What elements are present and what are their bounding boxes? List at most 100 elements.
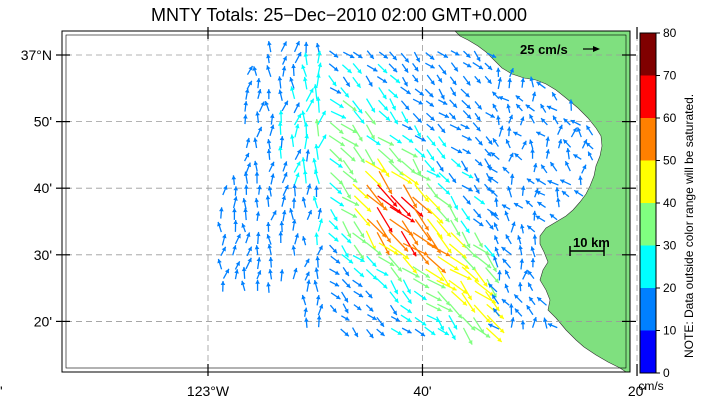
current-vector (450, 87, 457, 97)
current-vector (352, 279, 363, 288)
vector-head (232, 245, 237, 250)
vector-head (379, 322, 385, 327)
current-vector (317, 303, 324, 316)
lat-label: 30' (34, 247, 52, 263)
current-vector (462, 195, 472, 205)
vector-shaft (436, 232, 452, 254)
current-vector (515, 94, 524, 102)
current-vector (425, 62, 435, 69)
vector-head (451, 115, 456, 120)
current-vector (281, 172, 288, 184)
current-vector (254, 245, 260, 256)
current-vector (504, 283, 510, 293)
vector-head (306, 183, 312, 189)
current-vector (474, 173, 480, 183)
current-vector (291, 197, 297, 209)
current-vector (526, 304, 534, 316)
vector-head (314, 185, 319, 190)
current-vector (496, 67, 501, 77)
current-vector (400, 230, 417, 257)
vector-head (421, 295, 427, 301)
current-vector (437, 51, 449, 59)
vector-head (464, 264, 470, 269)
current-vector (473, 218, 484, 227)
current-vector (492, 307, 500, 317)
current-vector (305, 88, 314, 102)
vector-head (520, 185, 526, 191)
vector-head (509, 152, 514, 158)
current-vector (266, 234, 272, 245)
vector-head (421, 321, 427, 326)
current-vector (291, 63, 296, 77)
vector-head (514, 308, 520, 314)
vector-head (505, 269, 510, 275)
vector-head (346, 238, 352, 244)
lat-label: 37°N (21, 47, 52, 63)
current-vector (314, 267, 320, 279)
vector-head (266, 148, 272, 154)
current-vector (449, 256, 470, 270)
vector-head (545, 136, 550, 141)
vector-head (375, 140, 381, 145)
current-vector (232, 244, 237, 256)
vector-head (360, 158, 365, 163)
vector-head (334, 282, 340, 287)
vector-head (462, 289, 468, 294)
vector-head (365, 221, 371, 227)
current-vector (414, 88, 425, 97)
current-vector (267, 243, 272, 255)
vector-head (451, 335, 456, 340)
current-vector (217, 258, 223, 270)
current-vector (492, 137, 499, 147)
current-vector (449, 303, 463, 319)
current-vector (353, 195, 372, 213)
current-vector (304, 134, 309, 150)
vector-head (542, 317, 548, 323)
current-vector (303, 122, 309, 137)
current-vector (306, 183, 312, 195)
vector-head (445, 252, 451, 257)
vector-shaft (400, 230, 417, 257)
current-vector (329, 244, 338, 254)
current-vector (450, 290, 468, 306)
vector-shaft (377, 184, 398, 208)
current-vector (510, 221, 516, 233)
current-vector (365, 160, 386, 173)
vector-head (532, 163, 538, 168)
current-vector (545, 149, 551, 159)
current-vector (425, 302, 442, 312)
vector-head (301, 110, 306, 116)
current-vector (303, 76, 308, 90)
colorbar: 0 10 20 30 40 50 60 70 80 cm/s NOTE: Data outsid… (638, 26, 696, 393)
vector-head (246, 162, 251, 168)
vector-head (452, 80, 457, 85)
vector-head (431, 141, 436, 146)
vector-head (357, 53, 363, 59)
current-vector (462, 148, 472, 155)
vector-head (466, 114, 472, 119)
vector-head (314, 267, 320, 272)
vector-head (372, 315, 377, 320)
vector-head (403, 247, 409, 252)
current-vector (376, 328, 385, 337)
vector-head (267, 186, 273, 191)
current-vector (532, 162, 538, 173)
vector-head (430, 64, 435, 69)
vector-head (266, 234, 271, 239)
current-vector (585, 142, 594, 150)
vector-head (414, 66, 419, 72)
vector-head (358, 108, 363, 114)
current-vector (487, 323, 500, 330)
vector-head (466, 275, 472, 280)
vector-head (221, 246, 226, 252)
vector-head (404, 57, 409, 63)
vector-head (393, 250, 399, 255)
vector-head (440, 94, 445, 100)
current-vector (438, 172, 451, 183)
current-vector (342, 221, 352, 239)
current-vector (547, 179, 559, 186)
vector-shaft (412, 196, 433, 215)
vector-head (315, 295, 321, 300)
current-vector (306, 209, 313, 221)
current-vector (400, 171, 420, 186)
